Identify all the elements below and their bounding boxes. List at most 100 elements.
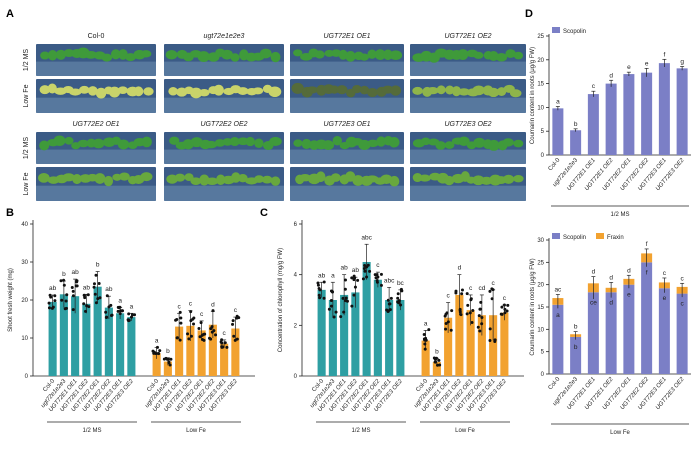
data-point-low-fe-4-7	[469, 298, 473, 302]
seedling-3-0-7	[94, 173, 106, 184]
legend-label-scopolin: Scopolin	[563, 29, 586, 35]
bar-low-fe-ugt72e1e2e3	[432, 362, 441, 376]
data-point-1-2-ms-3-5	[87, 305, 91, 309]
y-tick-label-30: 30	[21, 260, 28, 266]
data-point-low-fe-3-4	[459, 313, 463, 317]
seedling-1-2-13	[390, 85, 402, 96]
data-point-1-2-ms-2-3	[344, 299, 348, 303]
y-tick-label-10: 10	[537, 327, 544, 333]
y-tick-label-6: 6	[294, 222, 298, 228]
y-tick-label-5: 5	[541, 350, 545, 356]
data-point-low-fe-4-5	[465, 312, 469, 316]
data-point-1-2-ms-1-4	[329, 298, 333, 302]
photo-roots-2-1	[164, 149, 284, 164]
y-tick-label-0: 0	[294, 374, 298, 380]
seedling-2-0-2	[53, 135, 66, 147]
data-point-low-fe-1-7	[167, 361, 171, 365]
data-point-1-2-ms-4-6	[362, 267, 366, 271]
data-point-low-fe-3-6	[191, 317, 195, 321]
sig-letter-1-2-ms-3: ab	[83, 284, 91, 291]
seedling-2-2-4	[322, 140, 335, 150]
data-point-1-2-ms-5-0	[105, 294, 109, 298]
bar-1-2-ms-ugt72e2-oe1	[362, 262, 371, 376]
seedling-0-0-13	[140, 50, 152, 58]
seedling-2-0-13	[141, 136, 152, 148]
bar-1-2-ms-ugt72e2-oe1	[93, 286, 102, 376]
sig-letter-inner-5: f	[646, 269, 648, 276]
bar-1-2-ms-ugt72e3-oe2	[127, 317, 136, 376]
seedling-0-3-6	[457, 49, 469, 61]
seedling-3-2-12	[380, 174, 393, 185]
seedling-2-2-5	[332, 135, 342, 146]
seedling-0-1-8	[230, 53, 240, 62]
data-point-low-fe-7-3	[235, 316, 239, 320]
data-point-low-fe-4-3	[471, 308, 475, 312]
data-point-1-2-ms-2-1	[343, 287, 347, 291]
bar-low-fe-col-0	[421, 340, 430, 376]
seedling-1-0-5	[79, 85, 90, 94]
data-point-low-fe-0-4	[422, 332, 426, 336]
seedling-1-0-6	[87, 86, 98, 96]
data-point-1-2-ms-5-2	[105, 315, 109, 319]
data-point-low-fe-3-2	[192, 322, 196, 326]
data-point-1-2-ms-3-0	[84, 309, 88, 313]
data-point-low-fe-4-2	[202, 338, 206, 342]
seedling-0-3-8	[473, 51, 484, 59]
data-point-low-fe-5-5	[209, 327, 213, 331]
bar-1-2-ms-ugt72e1-oe1	[340, 294, 349, 376]
seedling-2-0-0	[39, 140, 50, 151]
seedling-2-1-8	[229, 137, 240, 147]
sig-letter-top-2: d	[592, 269, 596, 276]
y-tick-label-0: 0	[541, 153, 545, 159]
bar-1-2-ms-ugt72e2-oe2	[104, 307, 113, 376]
data-point-low-fe-0-6	[155, 345, 159, 349]
photo-roots-2-2	[290, 149, 404, 164]
photo-roots-2-3	[410, 149, 526, 164]
legend-swatch-fraxin	[596, 233, 604, 239]
group-label: 1/2 MS	[610, 212, 629, 218]
seedling-2-2-1	[301, 138, 312, 150]
data-point-1-2-ms-2-1	[71, 308, 75, 312]
data-point-low-fe-2-2	[443, 314, 447, 318]
sig-letter-low-fe-1: b	[435, 348, 439, 355]
bar-1-2-ms-ugt72e1-oe1	[71, 296, 80, 376]
y-tick-label-5: 5	[541, 129, 545, 135]
sig-letter-1-2-ms-4: abc	[361, 234, 372, 241]
photo-roots-1-2	[290, 97, 404, 113]
data-point-1-2-ms-6-0	[386, 298, 390, 302]
seedling-0-0-8	[101, 53, 113, 62]
data-point-low-fe-4-5	[200, 333, 204, 337]
data-point-low-fe-4-6	[465, 292, 469, 296]
data-point-1-2-ms-6-5	[389, 296, 393, 300]
photo-title-ugt72e3-oe2: UGT72E3 OE2	[444, 121, 491, 128]
data-point-1-2-ms-3-0	[356, 278, 360, 282]
bar-ugt72e3-oe1	[658, 63, 670, 155]
data-point-1-2-ms-0-4	[318, 296, 322, 300]
data-point-low-fe-0-4	[152, 351, 156, 355]
y-tick-label-2: 2	[294, 323, 298, 329]
seedling-1-3-4	[445, 85, 455, 95]
data-point-1-2-ms-5-6	[375, 273, 379, 277]
bar-1-2-ms-ugt72e1-oe2	[82, 303, 91, 376]
bar-low-fe-ugt72e1-oe2	[186, 325, 195, 376]
sig-letter-top-6: c	[663, 270, 667, 277]
bar-1-2-ms-ugt72e3-oe1	[116, 313, 125, 376]
seedling-1-0-0	[39, 85, 51, 95]
photo-title-ugt72e1-oe2: UGT72E1 OE2	[444, 33, 491, 40]
data-point-1-2-ms-7-7	[397, 301, 401, 305]
seedling-0-2-10	[367, 49, 377, 59]
photo-roots-3-0	[36, 185, 156, 201]
data-point-1-2-ms-3-3	[86, 293, 90, 297]
photo-roots-1-1	[164, 97, 284, 113]
seedling-3-0-10	[118, 172, 130, 181]
sig-letter-1-2-ms-4: b	[96, 262, 100, 269]
sig-letter-low-fe-4: c	[469, 285, 473, 292]
seedling-1-1-13	[268, 86, 282, 98]
data-point-low-fe-4-1	[470, 320, 474, 324]
sig-letter-low-fe-6: c	[223, 330, 227, 337]
data-point-low-fe-6-0	[223, 341, 227, 345]
seedling-1-1-3	[190, 87, 203, 99]
bar-1-2-ms-ugt72e1e2e3	[59, 294, 68, 376]
data-point-1-2-ms-1-4	[59, 279, 63, 283]
